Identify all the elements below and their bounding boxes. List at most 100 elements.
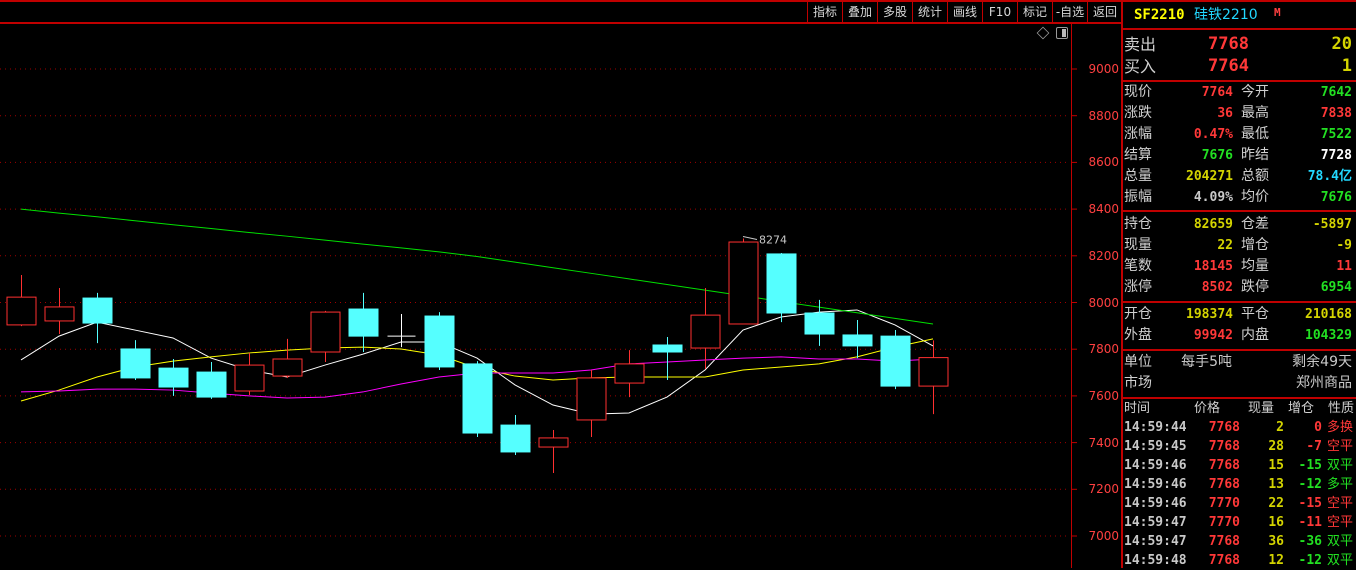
toolbar-button-4[interactable]: 画线 xyxy=(947,2,982,22)
divider xyxy=(1122,349,1356,351)
market-badge: M xyxy=(1274,6,1281,19)
tick-oi-change: -15 xyxy=(1298,496,1322,511)
tick-oi-change: 0 xyxy=(1314,420,1322,435)
col-volume: 现量 xyxy=(1248,401,1275,416)
ask-label: 卖出 xyxy=(1124,35,1157,54)
bid-volume: 1 xyxy=(1341,56,1352,76)
y-tick-label: 7400 xyxy=(1088,435,1119,450)
tick-nature: 多换 xyxy=(1326,420,1353,435)
stat-value: -9 xyxy=(1336,238,1352,253)
tick-price: 7768 xyxy=(1208,458,1240,473)
divider xyxy=(1122,397,1356,399)
tick-nature: 多平 xyxy=(1326,477,1353,492)
tick-row: 14:59:47 7768 36 -36 双平 xyxy=(1124,532,1354,551)
stat-label: 均价 xyxy=(1241,189,1269,205)
tick-row: 14:59:46 7768 15 -15 双平 xyxy=(1124,456,1354,475)
candle-body xyxy=(500,424,531,453)
stat-value: 11 xyxy=(1336,259,1352,274)
candle-body xyxy=(158,367,189,388)
candle-body xyxy=(348,308,379,337)
candle-body xyxy=(82,297,113,324)
unit-label: 单位 xyxy=(1124,354,1152,370)
stat-label: 昨结 xyxy=(1241,147,1269,163)
toolbar-button-8[interactable]: 返回 xyxy=(1087,2,1122,22)
stat-row: 现价 7764 今开 7642 xyxy=(1124,82,1352,103)
stat-row: 开仓 198374 平仓 210168 xyxy=(1124,304,1352,325)
y-tick-label: 8600 xyxy=(1088,155,1119,170)
bid-price: 7764 xyxy=(1208,56,1249,76)
stat-label: 外盘 xyxy=(1124,327,1152,343)
candle-body xyxy=(690,314,721,349)
market-value: 郑州商品 xyxy=(1296,375,1352,391)
toolbar-button-7[interactable]: -自选 xyxy=(1052,2,1087,22)
stat-label: 最高 xyxy=(1241,105,1269,121)
high-marker-arrow xyxy=(742,236,758,241)
tick-price: 7768 xyxy=(1208,439,1240,454)
tick-time: 14:59:46 xyxy=(1124,477,1187,492)
tick-nature: 双平 xyxy=(1326,458,1353,473)
col-price: 价格 xyxy=(1194,401,1221,416)
stat-row: 结算 7676 昨结 7728 xyxy=(1124,145,1352,166)
stat-label: 内盘 xyxy=(1241,327,1269,343)
stat-row: 振幅 4.09% 均价 7676 xyxy=(1124,187,1352,208)
tick-price: 7770 xyxy=(1208,496,1240,511)
tick-price: 7768 xyxy=(1208,477,1240,492)
candle-body xyxy=(728,241,759,325)
toolbar-button-0[interactable]: 指标 xyxy=(807,2,842,22)
candle-body xyxy=(234,364,265,392)
candle-body xyxy=(462,363,493,434)
tick-nature: 双平 xyxy=(1326,534,1353,549)
toolbar-button-3[interactable]: 统计 xyxy=(912,2,947,22)
bid-row: 买入 7764 1 xyxy=(1124,56,1352,77)
y-tick-label: 7800 xyxy=(1088,342,1119,357)
stat-value: 8502 xyxy=(1201,280,1233,295)
tick-row: 14:59:44 7768 2 0 多换 xyxy=(1124,418,1354,437)
stat-value: 7838 xyxy=(1320,106,1352,121)
toolbar-divider xyxy=(0,22,1122,24)
tick-volume: 28 xyxy=(1268,439,1284,454)
stat-label: 涨跌 xyxy=(1124,105,1152,121)
toolbar-button-2[interactable]: 多股 xyxy=(877,2,912,22)
instrument-name: 硅铁2210 xyxy=(1194,7,1258,23)
y-tick-label: 8800 xyxy=(1088,108,1119,123)
candle-body xyxy=(804,312,835,335)
ask-price: 7768 xyxy=(1208,34,1249,54)
stat-label: 今开 xyxy=(1241,84,1269,100)
candle-body xyxy=(538,437,569,448)
stat-value: 18145 xyxy=(1193,259,1233,274)
toolbar-button-1[interactable]: 叠加 xyxy=(842,2,877,22)
tick-time: 14:59:46 xyxy=(1124,496,1187,511)
candle-body xyxy=(652,344,683,353)
toolbar-button-5[interactable]: F10 xyxy=(982,2,1017,22)
tick-volume: 16 xyxy=(1268,515,1284,530)
tick-nature: 双平 xyxy=(1326,553,1353,568)
panel-toggle-icon[interactable] xyxy=(1056,27,1068,39)
col-oi-change: 增仓 xyxy=(1288,401,1315,416)
ask-row: 卖出 7768 20 xyxy=(1124,34,1352,55)
tick-time: 14:59:48 xyxy=(1124,553,1187,568)
stat-label: 结算 xyxy=(1124,147,1152,163)
stat-value: 198374 xyxy=(1186,307,1233,322)
market-row: 市场 郑州商品 xyxy=(1124,373,1352,394)
y-tick-label: 7000 xyxy=(1088,529,1119,543)
stat-value: 104329 xyxy=(1305,328,1352,343)
tick-volume: 36 xyxy=(1268,534,1284,549)
stat-row: 外盘 99942 内盘 104329 xyxy=(1124,325,1352,346)
candle-body xyxy=(576,377,607,421)
y-tick-label: 7200 xyxy=(1088,482,1119,497)
tick-price: 7770 xyxy=(1208,515,1240,530)
y-tick-label: 9000 xyxy=(1088,62,1119,76)
stat-label: 现量 xyxy=(1124,237,1152,253)
tick-time: 14:59:44 xyxy=(1124,420,1187,435)
tick-time: 14:59:46 xyxy=(1124,458,1187,473)
candle-body xyxy=(196,371,227,398)
tick-price: 7768 xyxy=(1208,553,1240,568)
tick-oi-change: -7 xyxy=(1306,439,1322,454)
y-tick-label: 8400 xyxy=(1088,202,1119,217)
stat-label: 现价 xyxy=(1124,84,1152,100)
tick-row: 14:59:48 7768 12 -12 双平 xyxy=(1124,551,1354,570)
stat-value: 82659 xyxy=(1193,217,1233,232)
candle-body xyxy=(880,335,911,387)
toolbar-button-6[interactable]: 标记 xyxy=(1017,2,1052,22)
candlestick-chart[interactable]: 8274 xyxy=(0,0,1122,568)
